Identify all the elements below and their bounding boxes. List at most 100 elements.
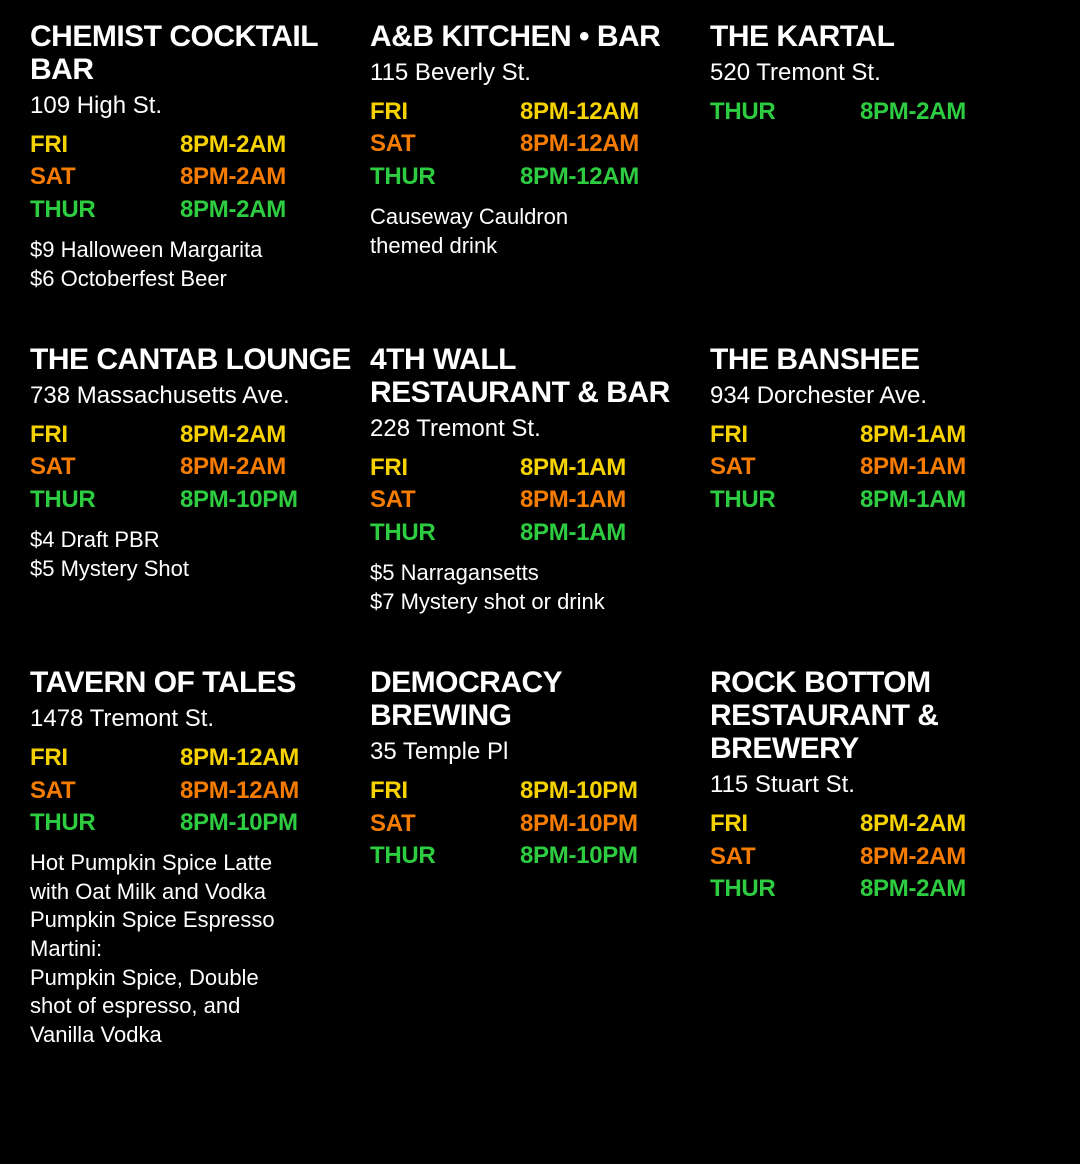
hours-time: 8PM-1AM (860, 419, 966, 451)
hours-row: FRI8PM-1AM (710, 419, 1040, 451)
hours-time: 8PM-1AM (860, 451, 966, 483)
venue-card: A&B KITCHEN • BAR115 Beverly St.FRI8PM-1… (370, 20, 710, 293)
venue-card: THE CANTAB LOUNGE 738 Massachusetts Ave. F… (30, 343, 370, 616)
hours-day: SAT (710, 451, 860, 483)
special-line: Vanilla Vodka (30, 1021, 360, 1050)
hours-time: 8PM-2AM (180, 161, 286, 193)
hours-row: SAT8PM-12AM (370, 128, 700, 160)
hours-time: 8PM-2AM (180, 419, 286, 451)
hours-day: SAT (30, 451, 180, 483)
special-line: Martini: (30, 935, 360, 964)
venue-name: THE CANTAB LOUNGE (30, 343, 360, 376)
hours-time: 8PM-2AM (860, 808, 966, 840)
special-line: $6 Octoberfest Beer (30, 265, 360, 294)
venue-address: 738 Massachusetts Ave. (30, 382, 360, 411)
hours-day: SAT (370, 484, 520, 516)
hours-day: FRI (30, 419, 180, 451)
hours-time: 8PM-10PM (180, 807, 298, 839)
hours-day: FRI (370, 775, 520, 807)
hours-row: SAT8PM-2AM (30, 451, 360, 483)
hours-time: 8PM-12AM (520, 128, 639, 160)
venue-card: CHEMIST COCKTAIL BAR109 High St.FRI8PM-2… (30, 20, 370, 293)
hours-day: FRI (30, 742, 180, 774)
hours-row: THUR8PM-2AM (710, 96, 1040, 128)
hours-row: THUR8PM-10PM (370, 840, 700, 872)
hours-row: SAT8PM-2AM (30, 161, 360, 193)
hours-time: 8PM-10PM (520, 808, 638, 840)
special-line: Causeway Cauldron (370, 203, 700, 232)
special-line: themed drink (370, 232, 700, 261)
hours-day: THUR (710, 96, 860, 128)
hours-row: SAT8PM-1AM (710, 451, 1040, 483)
venue-card: DEMOCRACY BREWING35 Temple PlFRI8PM-10PM… (370, 666, 710, 1049)
venue-address: 934 Dorchester Ave. (710, 382, 1040, 411)
hours-row: FRI8PM-2AM (30, 129, 360, 161)
hours-day: THUR (30, 807, 180, 839)
hours-row: SAT8PM-10PM (370, 808, 700, 840)
hours-time: 8PM-1AM (520, 484, 626, 516)
hours-day: SAT (30, 161, 180, 193)
venue-address: 115 Beverly St. (370, 59, 700, 88)
hours-time: 8PM-2AM (860, 96, 966, 128)
hours-time: 8PM-10PM (180, 484, 298, 516)
hours-time: 8PM-10PM (520, 840, 638, 872)
venue-name: CHEMIST COCKTAIL BAR (30, 20, 360, 86)
hours-time: 8PM-2AM (180, 129, 286, 161)
hours-row: SAT8PM-1AM (370, 484, 700, 516)
special-line: $7 Mystery shot or drink (370, 588, 700, 617)
special-line: shot of espresso, and (30, 992, 360, 1021)
hours-day: FRI (710, 808, 860, 840)
hours-row: THUR8PM-2AM (30, 194, 360, 226)
specials-block: $9 Halloween Margarita$6 Octoberfest Bee… (30, 236, 360, 293)
hours-day: SAT (30, 775, 180, 807)
hours-day: THUR (370, 840, 520, 872)
hours-row: THUR8PM-1AM (710, 484, 1040, 516)
hours-time: 8PM-10PM (520, 775, 638, 807)
hours-day: SAT (370, 808, 520, 840)
special-line: Pumpkin Spice Espresso (30, 906, 360, 935)
special-line: with Oat Milk and Vodka (30, 878, 360, 907)
hours-day: FRI (710, 419, 860, 451)
hours-time: 8PM-1AM (520, 452, 626, 484)
special-line: $5 Narragansetts (370, 559, 700, 588)
hours-day: FRI (30, 129, 180, 161)
hours-row: THUR8PM-1AM (370, 517, 700, 549)
hours-time: 8PM-2AM (180, 451, 286, 483)
specials-block: Causeway Cauldronthemed drink (370, 203, 700, 260)
venue-name: THE KARTAL (710, 20, 1040, 53)
hours-row: SAT8PM-12AM (30, 775, 360, 807)
specials-block: Hot Pumpkin Spice Lattewith Oat Milk and… (30, 849, 360, 1049)
hours-time: 8PM-12AM (520, 161, 639, 193)
hours-row: FRI8PM-10PM (370, 775, 700, 807)
hours-row: FRI8PM-12AM (370, 96, 700, 128)
venue-name: THE BANSHEE (710, 343, 1040, 376)
hours-day: THUR (710, 873, 860, 905)
hours-time: 8PM-12AM (180, 775, 299, 807)
venue-address: 520 Tremont St. (710, 59, 1040, 88)
hours-day: SAT (710, 841, 860, 873)
specials-block: $4 Draft PBR$5 Mystery Shot (30, 526, 360, 583)
hours-row: SAT8PM-2AM (710, 841, 1040, 873)
hours-day: THUR (710, 484, 860, 516)
hours-day: THUR (30, 484, 180, 516)
hours-time: 8PM-12AM (520, 96, 639, 128)
hours-time: 8PM-2AM (860, 841, 966, 873)
venue-address: 228 Tremont St. (370, 415, 700, 444)
hours-day: THUR (370, 161, 520, 193)
venue-name: DEMOCRACY BREWING (370, 666, 700, 732)
hours-row: THUR8PM-10PM (30, 807, 360, 839)
venue-address: 109 High St. (30, 92, 360, 121)
hours-row: THUR8PM-2AM (710, 873, 1040, 905)
hours-time: 8PM-12AM (180, 742, 299, 774)
specials-block: $5 Narragansetts$7 Mystery shot or drink (370, 559, 700, 616)
hours-day: SAT (370, 128, 520, 160)
venue-card: ROCK BOTTOM RESTAURANT & BREWERY115 Stua… (710, 666, 1050, 1049)
hours-row: FRI8PM-2AM (710, 808, 1040, 840)
venue-name: 4TH WALL RESTAURANT & BAR (370, 343, 700, 409)
special-line: $9 Halloween Margarita (30, 236, 360, 265)
special-line: $4 Draft PBR (30, 526, 360, 555)
hours-day: FRI (370, 96, 520, 128)
hours-time: 8PM-2AM (180, 194, 286, 226)
hours-day: THUR (30, 194, 180, 226)
venue-name: TAVERN OF TALES (30, 666, 360, 699)
